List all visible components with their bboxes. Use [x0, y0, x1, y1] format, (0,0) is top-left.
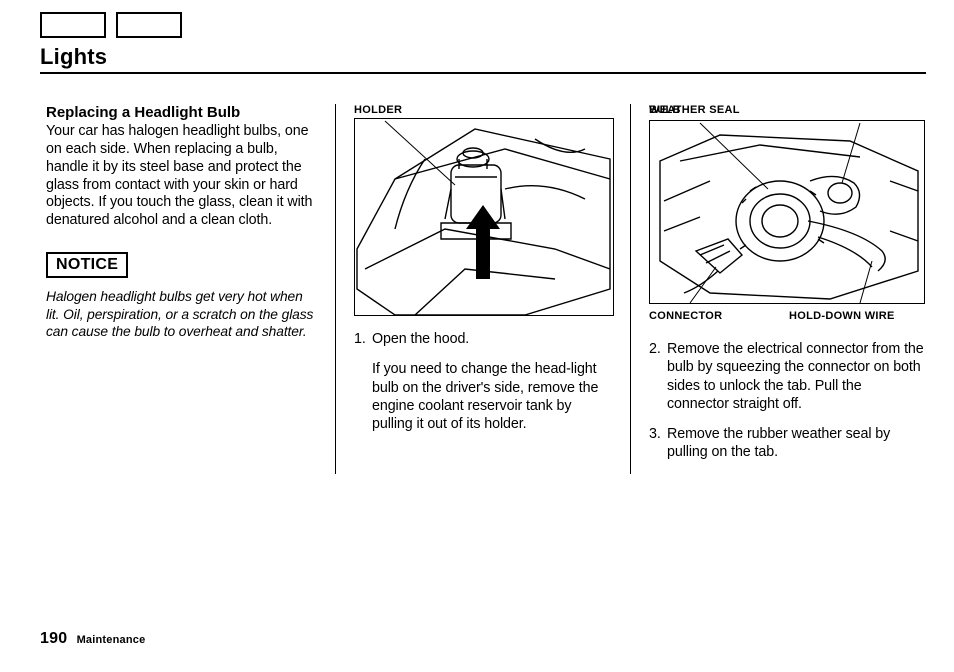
- column-3: WEATHER SEAL BULB: [631, 104, 926, 474]
- figure-2: [649, 120, 925, 304]
- subhead-replacing-bulb: Replacing a Headlight Bulb: [46, 104, 319, 121]
- nav-button-1[interactable]: [40, 12, 106, 38]
- columns: Replacing a Headlight Bulb Your car has …: [40, 104, 926, 474]
- top-button-bar: [40, 12, 926, 38]
- step-2-num: 2.: [649, 340, 667, 413]
- step-1-num: 1.: [354, 330, 372, 433]
- step-2-text: Remove the electrical connector from the…: [667, 340, 926, 413]
- body-text-intro: Your car has halogen headlight bulbs, on…: [46, 123, 319, 230]
- page-root: Lights Replacing a Headlight Bulb Your c…: [0, 0, 954, 672]
- notice-text: Halogen headlight bulbs get very hot whe…: [46, 288, 319, 341]
- step-3-text: Remove the rubber weather seal by pullin…: [667, 425, 926, 462]
- step-3-num: 3.: [649, 425, 667, 462]
- col2-steps: 1. Open the hood. If you need to change …: [354, 330, 612, 433]
- figure-2-drawing: [650, 121, 925, 304]
- figure-2-wrap: WEATHER SEAL BULB: [649, 104, 925, 330]
- page-number: 190: [40, 630, 67, 647]
- step-1-subtext: If you need to change the head-light bul…: [372, 360, 612, 433]
- figure-1-drawing: [355, 119, 614, 316]
- page-footer: 190 Maintenance: [40, 630, 145, 648]
- figure-1: [354, 118, 614, 316]
- column-1: Replacing a Headlight Bulb Your car has …: [40, 104, 335, 474]
- section-title: Lights: [40, 44, 926, 70]
- step-1: 1. Open the hood. If you need to change …: [354, 330, 612, 433]
- fig2-label-connector: CONNECTOR: [649, 310, 722, 322]
- fig2-label-hold-down-wire: HOLD-DOWN WIRE: [789, 310, 895, 322]
- title-rule: [40, 72, 926, 74]
- step-1-text: Open the hood.: [372, 331, 469, 347]
- notice-box: NOTICE: [46, 252, 128, 278]
- col3-steps: 2. Remove the electrical connector from …: [649, 340, 926, 462]
- step-3: 3. Remove the rubber weather seal by pul…: [649, 425, 926, 462]
- footer-section: Maintenance: [77, 634, 146, 646]
- nav-button-2[interactable]: [116, 12, 182, 38]
- column-2: HOLDER: [335, 104, 631, 474]
- fig2-label-bulb: BULB: [649, 104, 681, 116]
- step-2: 2. Remove the electrical connector from …: [649, 340, 926, 413]
- fig1-label-holder: HOLDER: [354, 104, 612, 116]
